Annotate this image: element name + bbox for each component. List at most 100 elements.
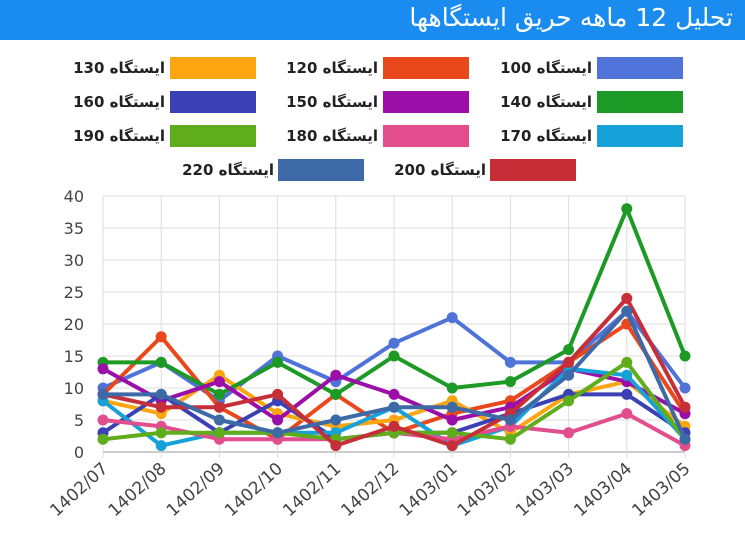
y-tick-label: 25 — [64, 283, 84, 302]
legend-swatch — [383, 91, 469, 113]
data-point — [155, 331, 167, 343]
x-tick-label: 1402/11 — [279, 459, 345, 521]
data-point — [213, 401, 225, 413]
legend-item[interactable]: ایستگاه 120 — [0, 57, 745, 83]
legend-item[interactable]: ایستگاه 220 — [0, 159, 745, 185]
legend-swatch — [597, 57, 683, 79]
data-point — [388, 388, 400, 400]
data-point — [213, 414, 225, 426]
legend-label: ایستگاه 100 — [500, 59, 592, 77]
data-point — [97, 363, 109, 375]
data-point — [504, 356, 516, 368]
y-tick-label: 15 — [64, 347, 84, 366]
x-tick-label: 1402/09 — [163, 459, 229, 521]
title-bar: تحلیل 12 ماهه حریق ایستگاهها — [0, 0, 745, 40]
data-point — [272, 414, 284, 426]
legend-swatch — [278, 159, 364, 181]
legend-item[interactable]: ایستگاه 150 — [0, 91, 745, 117]
data-point — [679, 401, 691, 413]
legend-item[interactable]: ایستگاه 200 — [0, 159, 745, 185]
legend-label: ایستگاه 180 — [286, 127, 378, 145]
legend-swatch — [383, 125, 469, 147]
data-point — [272, 388, 284, 400]
y-tick-label: 10 — [64, 379, 84, 398]
legend-item[interactable]: ایستگاه 160 — [0, 91, 745, 117]
data-point — [272, 427, 284, 439]
legend-label: ایستگاه 130 — [73, 59, 165, 77]
x-tick-label: 1402/12 — [337, 459, 403, 521]
legend-swatch — [170, 57, 256, 79]
y-tick-label: 30 — [64, 251, 84, 270]
x-tick-label: 1402/08 — [105, 459, 171, 521]
data-point — [97, 388, 109, 400]
y-tick-label: 40 — [64, 187, 84, 206]
legend-swatch — [383, 57, 469, 79]
data-point — [330, 440, 342, 452]
data-point — [679, 382, 691, 394]
legend-item[interactable]: ایستگاه 170 — [0, 125, 745, 151]
data-point — [272, 356, 284, 368]
data-point — [621, 388, 633, 400]
data-point — [330, 369, 342, 381]
y-tick-label: 20 — [64, 315, 84, 334]
data-point — [213, 427, 225, 439]
x-tick-label: 1403/02 — [454, 459, 520, 521]
data-point — [504, 376, 516, 388]
series-group — [97, 363, 691, 426]
data-point — [213, 388, 225, 400]
chart-title: تحلیل 12 ماهه حریق ایستگاهها — [409, 3, 733, 32]
data-point — [621, 305, 633, 317]
data-point — [621, 292, 633, 304]
data-point — [330, 414, 342, 426]
legend-label: ایستگاه 150 — [286, 93, 378, 111]
y-tick-label: 35 — [64, 219, 84, 238]
y-tick-label: 0 — [74, 443, 84, 462]
x-tick-label: 1402/10 — [221, 459, 287, 521]
x-tick-label: 1403/03 — [512, 459, 578, 521]
data-point — [563, 427, 575, 439]
data-point — [446, 427, 458, 439]
legend-swatch — [170, 125, 256, 147]
data-point — [563, 356, 575, 368]
legend-item[interactable]: ایستگاه 140 — [0, 91, 745, 117]
legend-label: ایستگاه 120 — [286, 59, 378, 77]
data-point — [213, 376, 225, 388]
data-point — [621, 203, 633, 215]
data-point — [621, 369, 633, 381]
data-point — [563, 369, 575, 381]
legend-item[interactable]: ایستگاه 190 — [0, 125, 745, 151]
data-point — [155, 401, 167, 413]
legend-item[interactable]: ایستگاه 180 — [0, 125, 745, 151]
data-point — [97, 433, 109, 445]
data-point — [388, 337, 400, 349]
data-point — [446, 414, 458, 426]
legend-label: ایستگاه 220 — [182, 161, 274, 179]
data-point — [155, 356, 167, 368]
x-tick-label: 1403/01 — [396, 459, 462, 521]
data-point — [446, 382, 458, 394]
legend-label: ایستگاه 200 — [394, 161, 486, 179]
data-point — [155, 440, 167, 452]
data-point — [563, 344, 575, 356]
data-point — [388, 401, 400, 413]
data-point — [621, 408, 633, 420]
data-point — [563, 395, 575, 407]
data-point — [446, 440, 458, 452]
data-point — [621, 356, 633, 368]
legend-item[interactable]: ایستگاه 100 — [0, 57, 745, 83]
legend-label: ایستگاه 190 — [73, 127, 165, 145]
legend-label: ایستگاه 140 — [500, 93, 592, 111]
legend-swatch — [490, 159, 576, 181]
legend-label: ایستگاه 170 — [500, 127, 592, 145]
data-point — [155, 388, 167, 400]
legend-item[interactable]: ایستگاه 130 — [0, 57, 745, 83]
data-point — [388, 420, 400, 432]
x-tick-label: 1403/04 — [570, 459, 636, 521]
y-tick-label: 5 — [74, 411, 84, 430]
data-point — [446, 401, 458, 413]
data-point — [679, 350, 691, 362]
data-point — [504, 433, 516, 445]
legend-swatch — [597, 91, 683, 113]
series-group — [97, 292, 691, 452]
